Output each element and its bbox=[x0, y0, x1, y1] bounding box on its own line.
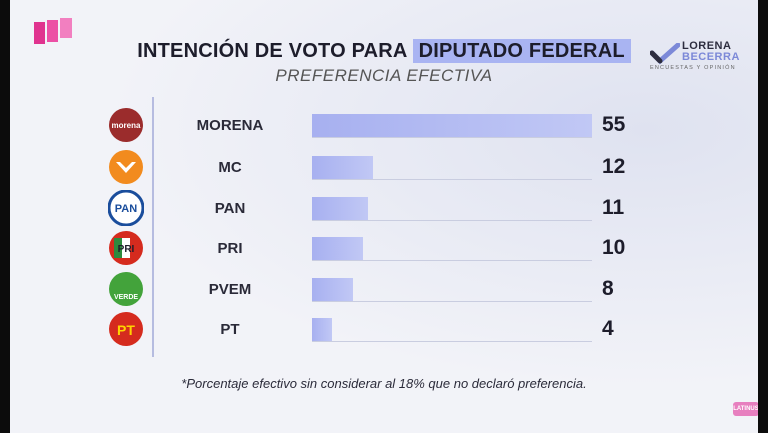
bar bbox=[312, 114, 592, 137]
category-label: PRI bbox=[217, 240, 243, 257]
chart-title: INTENCIÓN DE VOTO PARA DIPUTADO FEDERAL bbox=[10, 39, 758, 63]
pan-logo-icon: PAN bbox=[107, 189, 145, 227]
bar-track bbox=[312, 156, 592, 180]
category-label: PVEM bbox=[208, 281, 252, 298]
svg-text:PAN: PAN bbox=[115, 203, 137, 215]
pollster-brand: LORENA BECERRA ENCUESTAS Y OPINIÓN bbox=[650, 40, 758, 74]
morena-logo-icon: morena bbox=[108, 107, 144, 143]
bar bbox=[312, 197, 368, 220]
value-label: 55 bbox=[602, 113, 626, 136]
bar-track bbox=[312, 114, 592, 138]
svg-text:VERDE: VERDE bbox=[114, 294, 138, 301]
svg-text:PT: PT bbox=[117, 322, 135, 338]
bar-track bbox=[312, 318, 592, 342]
brand-name-line1: LORENA bbox=[682, 40, 732, 52]
chart-frame: INTENCIÓN DE VOTO PARA DIPUTADO FEDERAL … bbox=[10, 0, 758, 433]
category-label: MORENA bbox=[196, 117, 264, 134]
chart-subtitle: PREFERENCIA EFECTIVA bbox=[275, 66, 493, 85]
chart-title-part1: INTENCIÓN DE VOTO PARA bbox=[137, 40, 413, 62]
bar bbox=[312, 318, 332, 341]
value-label: 4 bbox=[602, 317, 614, 340]
svg-text:morena: morena bbox=[112, 121, 141, 130]
category-label: PAN bbox=[214, 200, 246, 217]
chart-footnote: *Porcentaje efectivo sin considerar al 1… bbox=[181, 376, 587, 391]
logo-divider bbox=[152, 97, 154, 357]
svg-text:PRI: PRI bbox=[118, 244, 135, 255]
pt-logo-icon: PT bbox=[108, 311, 144, 347]
pvem-logo-icon: VERDE bbox=[108, 271, 144, 307]
value-label: 11 bbox=[602, 196, 625, 219]
channel-logo-icon bbox=[34, 18, 72, 44]
value-label: 10 bbox=[602, 236, 626, 259]
value-label: 8 bbox=[602, 277, 614, 300]
mc-logo-icon bbox=[108, 149, 144, 185]
pri-logo-icon: PRI bbox=[108, 230, 144, 266]
brand-tagline: ENCUESTAS Y OPINIÓN bbox=[650, 65, 736, 71]
bar bbox=[312, 156, 373, 179]
bar-track bbox=[312, 197, 592, 221]
corner-badge: LATINUS bbox=[733, 402, 758, 416]
pollster-logo-icon bbox=[650, 43, 680, 65]
bar bbox=[312, 237, 363, 260]
value-label: 12 bbox=[602, 155, 626, 178]
category-label: PT bbox=[220, 321, 240, 338]
chart-title-highlight: DIPUTADO FEDERAL bbox=[412, 39, 631, 63]
bar-track bbox=[312, 278, 592, 302]
category-label: MC bbox=[218, 159, 242, 176]
brand-name-line2: BECERRA bbox=[682, 51, 740, 63]
bar-track bbox=[312, 237, 592, 261]
bar bbox=[312, 278, 353, 301]
